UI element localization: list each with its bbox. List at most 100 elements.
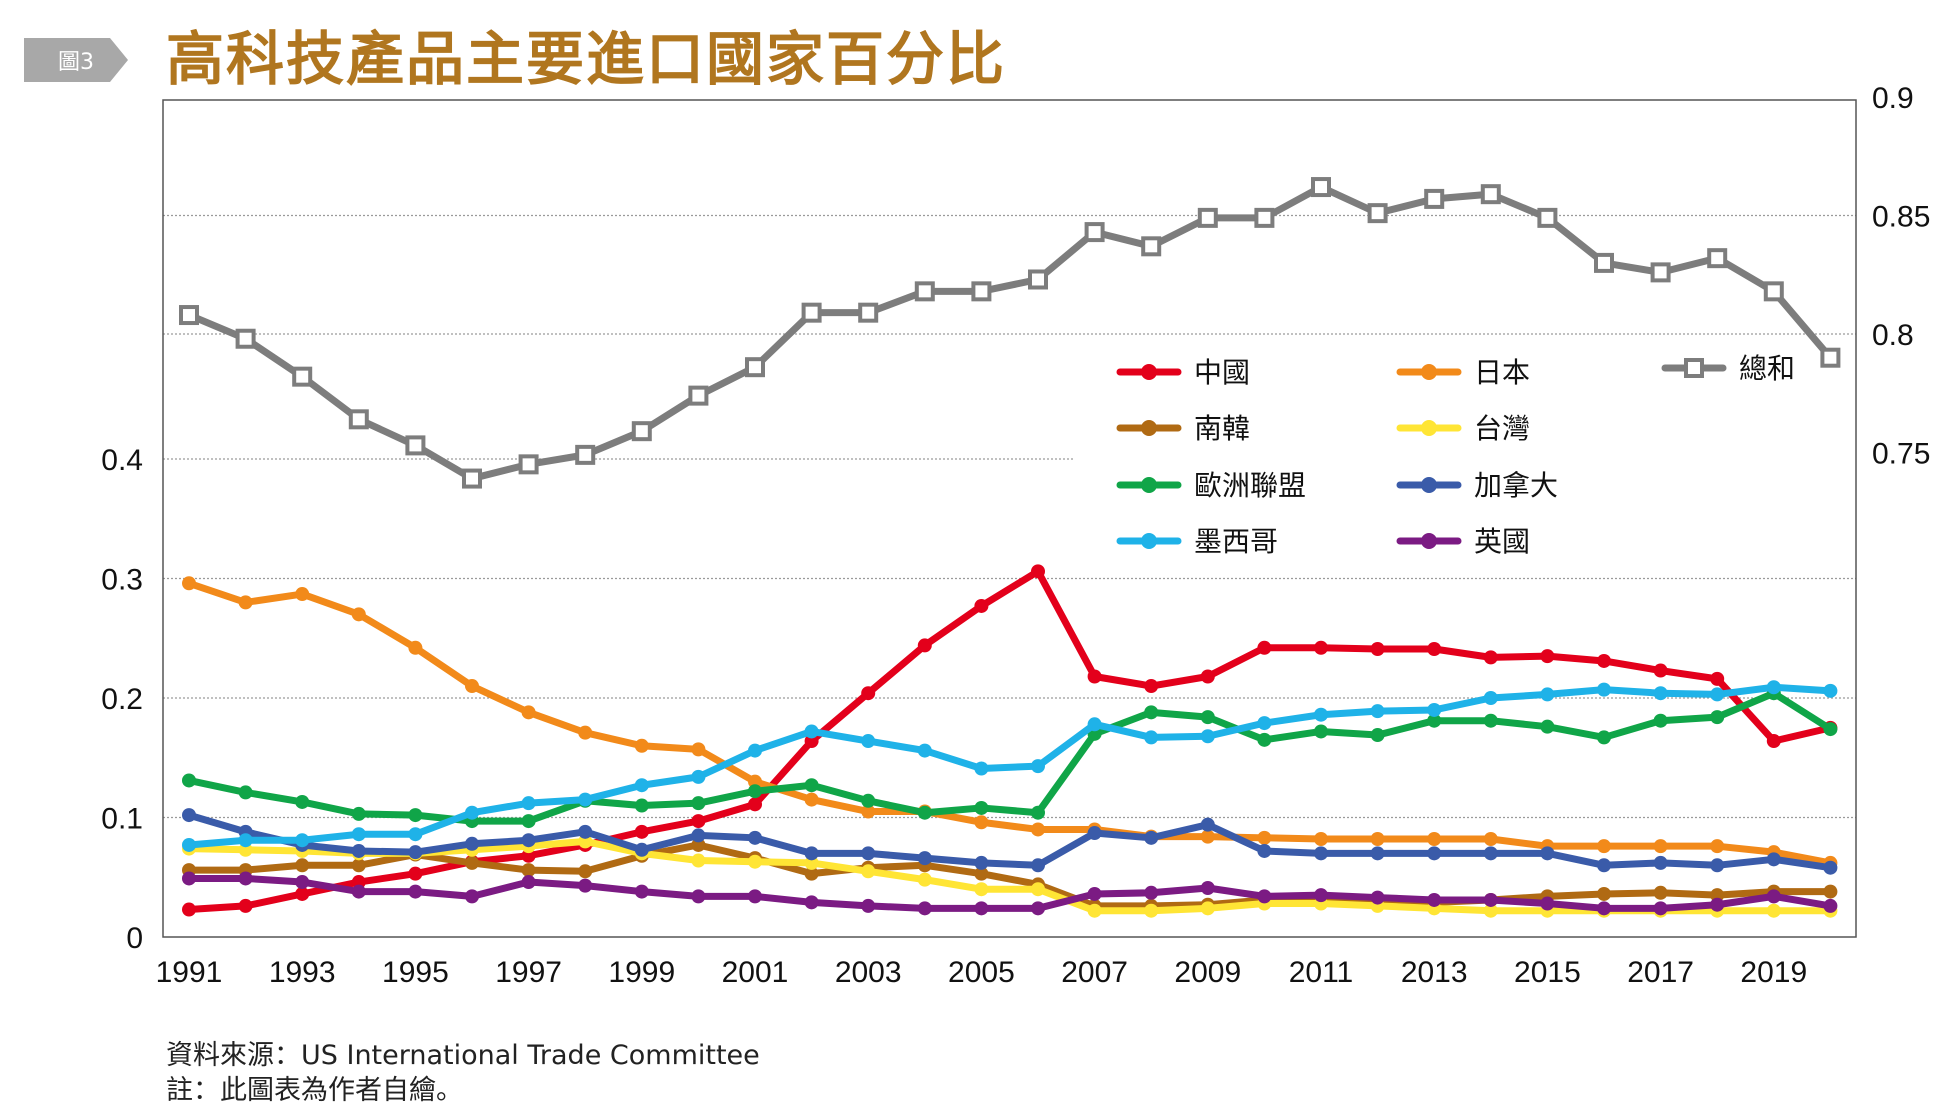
data-point [1084, 222, 1105, 243]
data-point [1650, 262, 1671, 283]
data-point [691, 889, 706, 904]
data-point [518, 454, 539, 475]
data-point [748, 889, 762, 904]
data-point [1597, 858, 1611, 873]
data-point [1710, 687, 1725, 702]
series-line [185, 811, 1834, 872]
legend-marker [1141, 533, 1157, 549]
data-point [691, 742, 706, 757]
data-point [521, 875, 536, 890]
data-point [861, 898, 876, 913]
data-point [1710, 897, 1725, 912]
data-point [1480, 184, 1501, 205]
x-tick-label: 1999 [608, 956, 675, 989]
legend-marker [1684, 358, 1704, 378]
y-right-tick-label: 0.9 [1872, 82, 1914, 115]
data-point [1314, 888, 1328, 903]
data-point [1087, 886, 1102, 901]
data-point [748, 854, 762, 869]
data-point [1370, 728, 1385, 743]
data-point [688, 385, 709, 406]
data-point [1144, 830, 1159, 845]
data-point [1141, 236, 1162, 257]
x-tick-label: 1991 [156, 956, 223, 989]
data-point [1367, 203, 1388, 224]
data-point [1031, 564, 1045, 579]
series-line [185, 874, 1834, 912]
legend-marker [1141, 364, 1157, 380]
data-point [974, 800, 989, 815]
x-tick-label: 2005 [948, 956, 1015, 989]
series-墨西哥 [182, 680, 1838, 852]
data-point [691, 769, 706, 784]
data-point [1707, 248, 1728, 269]
data-point [465, 805, 479, 820]
data-point [804, 895, 819, 910]
data-point [1427, 713, 1442, 728]
data-point [1200, 729, 1215, 744]
data-point [1427, 642, 1442, 657]
legend-item-台灣: 台灣 [1396, 412, 1530, 445]
y-left-tick-label: 0.4 [101, 444, 143, 477]
data-point [295, 858, 310, 873]
data-point [1257, 830, 1272, 845]
data-point [1483, 903, 1498, 918]
data-point [1483, 892, 1498, 907]
data-point [861, 734, 876, 749]
series-總和 [179, 177, 1841, 489]
data-point [1087, 826, 1102, 841]
data-point [1483, 846, 1498, 861]
data-point [351, 806, 366, 821]
x-tick-label: 2017 [1627, 956, 1694, 989]
data-point [1823, 722, 1838, 737]
data-point [295, 794, 310, 809]
data-point [974, 761, 989, 776]
grid-lines [163, 214, 1856, 819]
legend-item-加拿大: 加拿大 [1396, 469, 1558, 502]
data-point [804, 724, 819, 739]
data-point [462, 468, 482, 489]
data-point [1710, 710, 1725, 725]
data-point [1710, 858, 1725, 873]
data-point [182, 773, 196, 788]
data-point [748, 743, 762, 758]
data-point [917, 805, 932, 820]
legend-marker [1421, 477, 1437, 493]
data-point [634, 884, 649, 899]
data-point [292, 366, 313, 387]
data-point [1597, 682, 1611, 697]
data-point [1031, 858, 1045, 873]
data-point [1314, 832, 1328, 847]
data-point [861, 864, 876, 879]
y-right-tick-label: 0.8 [1872, 319, 1914, 352]
legend-item-英國: 英國 [1396, 525, 1530, 558]
y-right-ticks: 0.75 0.8 0.85 0.9 [1872, 82, 1930, 471]
data-point [861, 793, 876, 808]
legend-label: 墨西哥 [1194, 525, 1278, 558]
data-point [974, 815, 989, 830]
data-point [1540, 649, 1555, 664]
data-point [631, 421, 652, 442]
data-point [1031, 759, 1045, 774]
data-point [1087, 717, 1102, 732]
data-point [465, 889, 479, 904]
x-tick-label: 2001 [722, 956, 789, 989]
legend-marker [1421, 533, 1437, 549]
data-point [1144, 730, 1159, 745]
x-tick-label: 2009 [1174, 956, 1241, 989]
data-point [1314, 846, 1328, 861]
data-point [521, 796, 536, 811]
x-tick-label: 2019 [1740, 956, 1807, 989]
series-line [185, 837, 1834, 915]
data-point [917, 872, 932, 887]
legend-item-日本: 日本 [1396, 356, 1530, 389]
data-point [295, 875, 310, 890]
legend-label: 台灣 [1474, 412, 1530, 445]
data-point [1540, 846, 1555, 861]
data-point [861, 804, 876, 819]
data-point [351, 607, 366, 622]
data-point [1653, 901, 1668, 916]
data-point [1200, 669, 1215, 684]
data-point [801, 302, 822, 323]
data-point [1028, 269, 1048, 290]
